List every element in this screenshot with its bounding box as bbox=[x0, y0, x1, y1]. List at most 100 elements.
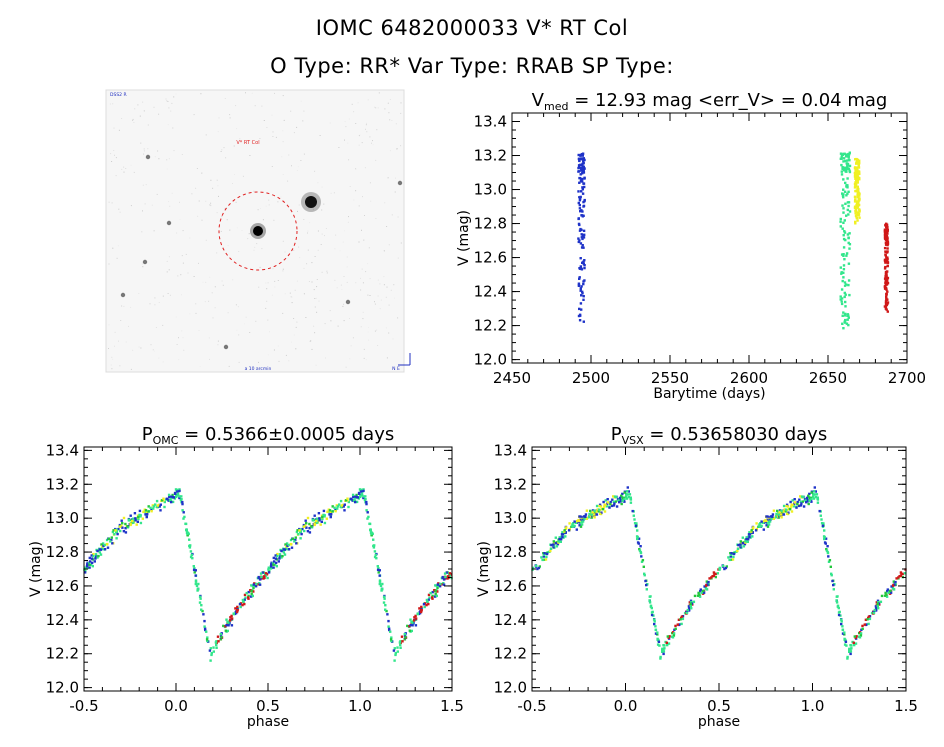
data-point bbox=[579, 180, 583, 183]
data-point bbox=[802, 495, 805, 499]
data-point bbox=[579, 195, 582, 199]
data-point bbox=[844, 305, 847, 308]
data-point bbox=[699, 588, 702, 591]
data-point bbox=[840, 170, 843, 173]
data-point bbox=[674, 627, 677, 630]
sky-noise-dot bbox=[368, 247, 370, 249]
data-point bbox=[886, 588, 889, 591]
data-point bbox=[886, 240, 890, 243]
data-point bbox=[182, 511, 185, 514]
sky-noise-dot bbox=[166, 271, 168, 273]
sky-noise-dot bbox=[349, 318, 350, 319]
sky-noise-dot bbox=[288, 360, 290, 362]
y-tick-label: 12.0 bbox=[46, 679, 79, 697]
data-point bbox=[886, 258, 889, 261]
data-point bbox=[883, 594, 887, 597]
data-point bbox=[378, 569, 381, 572]
data-point bbox=[657, 640, 661, 643]
data-point bbox=[571, 525, 574, 528]
data-point bbox=[305, 522, 308, 525]
data-point bbox=[606, 501, 610, 504]
sky-noise-dot bbox=[309, 222, 311, 224]
sky-noise-dot bbox=[110, 153, 112, 155]
sky-noise-dot bbox=[226, 219, 228, 221]
data-point bbox=[215, 643, 218, 647]
data-point bbox=[884, 302, 888, 305]
data-point bbox=[381, 582, 384, 586]
chart-subtitle: O Type: RR* Var Type: RRAB SP Type: bbox=[270, 54, 674, 78]
data-point bbox=[846, 163, 849, 167]
y-tick-label: 12.6 bbox=[474, 249, 507, 267]
sky-noise-dot bbox=[361, 142, 363, 144]
data-point bbox=[883, 237, 887, 240]
data-point bbox=[299, 528, 302, 531]
data-point bbox=[886, 243, 889, 247]
data-point bbox=[320, 520, 323, 523]
data-point bbox=[577, 240, 580, 244]
data-point bbox=[623, 491, 626, 494]
data-point bbox=[699, 590, 702, 593]
data-point bbox=[736, 547, 740, 550]
data-point bbox=[358, 492, 361, 495]
data-point bbox=[234, 607, 237, 610]
data-point bbox=[848, 170, 852, 174]
data-point bbox=[843, 633, 846, 636]
data-point bbox=[686, 608, 689, 612]
data-point bbox=[613, 495, 617, 498]
data-point bbox=[850, 644, 853, 647]
data-point bbox=[666, 635, 669, 638]
sky-noise-dot bbox=[149, 303, 151, 305]
sky-noise-dot bbox=[295, 326, 297, 328]
data-point bbox=[654, 625, 657, 628]
data-point bbox=[589, 509, 592, 513]
y-tick-label: 12.0 bbox=[494, 679, 527, 697]
sky-noise-dot bbox=[352, 337, 354, 339]
data-point bbox=[136, 514, 140, 517]
data-point bbox=[885, 276, 888, 279]
sky-noise-dot bbox=[167, 293, 169, 294]
data-point bbox=[846, 233, 850, 236]
data-point bbox=[785, 504, 788, 508]
sky-noise-dot bbox=[313, 289, 315, 291]
data-point bbox=[114, 529, 117, 532]
data-point bbox=[845, 194, 848, 197]
sky-noise-dot bbox=[138, 293, 140, 294]
data-point bbox=[230, 617, 234, 620]
data-point bbox=[550, 543, 553, 547]
data-point bbox=[732, 555, 735, 559]
sky-noise-dot bbox=[318, 300, 320, 302]
data-point bbox=[847, 204, 850, 208]
panel-title-sub: med bbox=[544, 100, 568, 113]
data-point bbox=[336, 505, 339, 508]
data-point bbox=[581, 244, 584, 247]
data-point bbox=[843, 219, 846, 222]
sky-noise-dot bbox=[321, 186, 323, 188]
sky-noise-dot bbox=[158, 302, 160, 303]
data-point bbox=[827, 560, 831, 563]
data-point bbox=[609, 500, 612, 504]
sky-noise-dot bbox=[235, 105, 237, 107]
data-point bbox=[577, 164, 581, 167]
sky-noise-dot bbox=[123, 171, 125, 173]
data-point bbox=[531, 566, 535, 570]
sky-noise-dot bbox=[152, 349, 154, 351]
sky-noise-dot bbox=[314, 256, 316, 257]
sky-noise-dot bbox=[128, 325, 129, 327]
data-point bbox=[321, 517, 324, 521]
data-point bbox=[215, 640, 218, 643]
data-point bbox=[320, 514, 324, 517]
data-point bbox=[846, 318, 849, 321]
data-point bbox=[813, 486, 816, 489]
data-point bbox=[681, 617, 685, 621]
sky-noise-dot bbox=[365, 124, 367, 126]
data-points bbox=[531, 486, 907, 660]
sky-noise-dot bbox=[309, 340, 311, 342]
data-point bbox=[845, 159, 849, 162]
data-point bbox=[856, 187, 859, 190]
data-point bbox=[393, 659, 396, 662]
data-point bbox=[596, 508, 599, 511]
data-point bbox=[656, 637, 659, 641]
data-point bbox=[423, 605, 426, 609]
sky-noise-dot bbox=[307, 249, 309, 251]
sky-noise-dot bbox=[272, 131, 274, 133]
